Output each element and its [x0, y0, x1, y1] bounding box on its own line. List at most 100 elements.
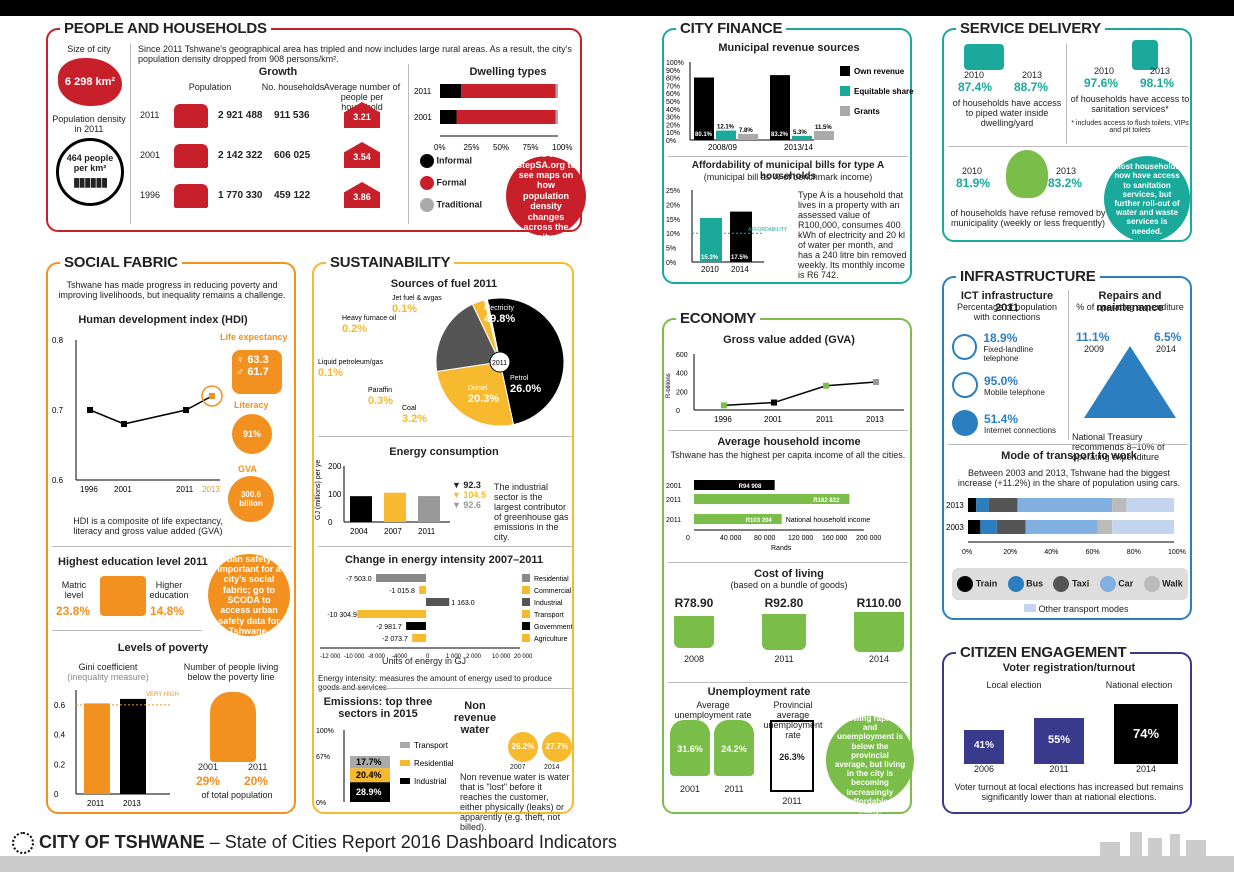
col-2014-year: 2014: [868, 654, 890, 664]
other-label: Other transport modes: [1038, 604, 1129, 614]
revenue-bar: [814, 131, 834, 140]
gini-chart: 0 0.2 0.4 0.6 2011 2013 VERY HIGH INEQUALITY: [54, 690, 180, 808]
afford-chart: 0% 5% 10% 15% 20% 25% 15.3% 2010 17.5% 2014 AFFORD…: [666, 188, 788, 274]
transport-bar: [1112, 520, 1174, 534]
intensity-xlabel: Units of energy in GJ: [381, 656, 467, 666]
transport-bar: [980, 520, 997, 534]
hdi-point: [183, 407, 189, 413]
fuel-label: Paraffin: [368, 387, 392, 394]
ballot-2014-year: 2014: [1135, 764, 1157, 774]
poverty-title: Levels of poverty: [117, 642, 209, 654]
mode-legend: Train Bus Taxi Car Walk: [952, 568, 1188, 600]
hdi-xtick: 2001: [114, 485, 132, 494]
gva-ytick: 600: [676, 352, 688, 359]
intensity-bar: [412, 634, 426, 642]
ict-internet: 51.4% Internet connections: [952, 404, 1068, 442]
hdi-ytick: 0.7: [52, 406, 64, 415]
people-icons: ▮▮▮▮▮▮: [73, 175, 108, 189]
national-label: National election: [1105, 680, 1173, 690]
car-icon: [1099, 576, 1116, 592]
gva-xtick: 2013: [866, 415, 884, 424]
revenue-ytick: 0%: [666, 138, 676, 145]
fuel-value: 3.2%: [402, 413, 427, 425]
ballot-2006-value: 41%: [964, 730, 1004, 764]
infra-panel: INFRASTRUCTURE ICT infrastructure 2011 P…: [942, 268, 1192, 620]
transport-bar: [968, 520, 981, 534]
energy-legend: ▼ 92.3 ▼ 104.5 ▼ 92.6: [452, 480, 486, 510]
hdi-point: [87, 407, 93, 413]
size-label: Size of city: [67, 44, 111, 54]
fuel-slice: [486, 297, 565, 426]
rm-note: National Treasury recommends 8–10% of op…: [1072, 432, 1165, 462]
hdi-ytick: 0.6: [52, 476, 64, 485]
house-avg-icon: 3.86: [344, 182, 380, 208]
income-chart: 2001 R94 908 2011 R182 822 2011 R103 204 Natio…: [666, 480, 881, 552]
gva-point: [721, 402, 727, 409]
col-2011-value: R92.80: [764, 596, 804, 610]
hdi-point: [121, 421, 127, 427]
life-label: Life expectancy: [220, 332, 288, 342]
san-v2: 98.1%: [1140, 76, 1175, 90]
globe-icon: [952, 410, 978, 436]
gini-bar: [84, 703, 110, 794]
walk-icon: [1143, 576, 1160, 592]
revenue-ytick: 40%: [666, 107, 680, 114]
revenue-value: 12.1%: [717, 125, 735, 131]
afford-ytick: 0%: [666, 260, 676, 267]
dwelling-bar: [461, 84, 556, 98]
energy-ylabel: GJ (millions) per year: [315, 460, 322, 520]
emissions-legend-label: Industrial: [414, 777, 447, 786]
emissions-chart: 0% 67% 100% 28.9% 20.4% 17.7% Transport Residen…: [316, 728, 454, 807]
growth-year: 1996: [140, 190, 161, 200]
people-group-icon: [174, 184, 208, 208]
afford-bar: [730, 211, 752, 262]
ict-landline-label: Fixed-landline telephone: [983, 345, 1034, 363]
gva-value: 300.6 billion: [228, 476, 274, 522]
transport-bar: [1017, 498, 1113, 512]
train-legend: Train: [957, 576, 997, 592]
energy-ytick: 200: [328, 462, 342, 471]
ballot-2011: 55% 2011: [1034, 718, 1084, 774]
top-bar: [0, 0, 1234, 16]
density-circle: 464 people per km² ▮▮▮▮▮▮: [56, 138, 124, 206]
poor-2011: 20%: [244, 774, 269, 788]
fuel-value: 0.3%: [368, 395, 393, 407]
footer-rest: – State of Cities Report 2016 Dashboard …: [204, 832, 617, 852]
fuel-value: 0.2%: [342, 323, 367, 335]
skyline-icon: [1100, 832, 1206, 858]
poor-2001: 29%: [196, 774, 221, 788]
intensity-value: 1 163.0: [451, 600, 474, 607]
ballot-2011-year: 2011: [1049, 764, 1069, 774]
house-avg-icon: 3.54: [344, 142, 380, 168]
transport-bar: [988, 498, 1018, 512]
revenue-bar: [716, 130, 736, 140]
transport-bar: [976, 498, 989, 512]
mode-train: Train: [975, 578, 998, 589]
basket-2014: R110.00 2014: [854, 596, 904, 676]
rm-y1: 2009: [1084, 344, 1105, 354]
afford-title: Affordability of municipal bills for typ…: [691, 160, 885, 182]
water-v2: 88.7%: [1014, 80, 1049, 94]
mode-walk: Walk: [1162, 578, 1183, 589]
rm-title: Repairs and maintenance: [1096, 290, 1164, 314]
gva-ytick: 400: [676, 371, 688, 378]
san-v1: 97.6%: [1084, 76, 1119, 90]
emissions-legend-swatch: [400, 778, 410, 784]
energy-chart: 0 100 200 2004 2007 2011 GJ (millions) per yea…: [315, 460, 450, 536]
emissions-value: 28.9%: [356, 787, 382, 797]
traditional-icon: [420, 198, 434, 212]
intensity-tick: 2 000: [466, 654, 482, 660]
revenue-value: 83.2%: [771, 132, 789, 138]
hdi-title: Human development index (HDI): [78, 314, 248, 326]
service-callout: Most households now have access to sanit…: [1104, 156, 1190, 242]
rev-title: Municipal revenue sources: [718, 42, 860, 54]
basket-icon: [674, 616, 714, 648]
transport-bar: [1126, 498, 1174, 512]
intensity-legend-swatch: [522, 622, 530, 630]
intensity-chart: -7 503.0 Residential -1 015.8 Commercial 1 1…: [320, 574, 572, 660]
afford-value: 15.3%: [701, 255, 719, 261]
transport-bar: [1025, 520, 1098, 534]
rm-v1: 11.1%: [1076, 330, 1110, 344]
hdi-xtick: 2011: [176, 485, 194, 494]
col-hh: No. households: [261, 82, 325, 92]
